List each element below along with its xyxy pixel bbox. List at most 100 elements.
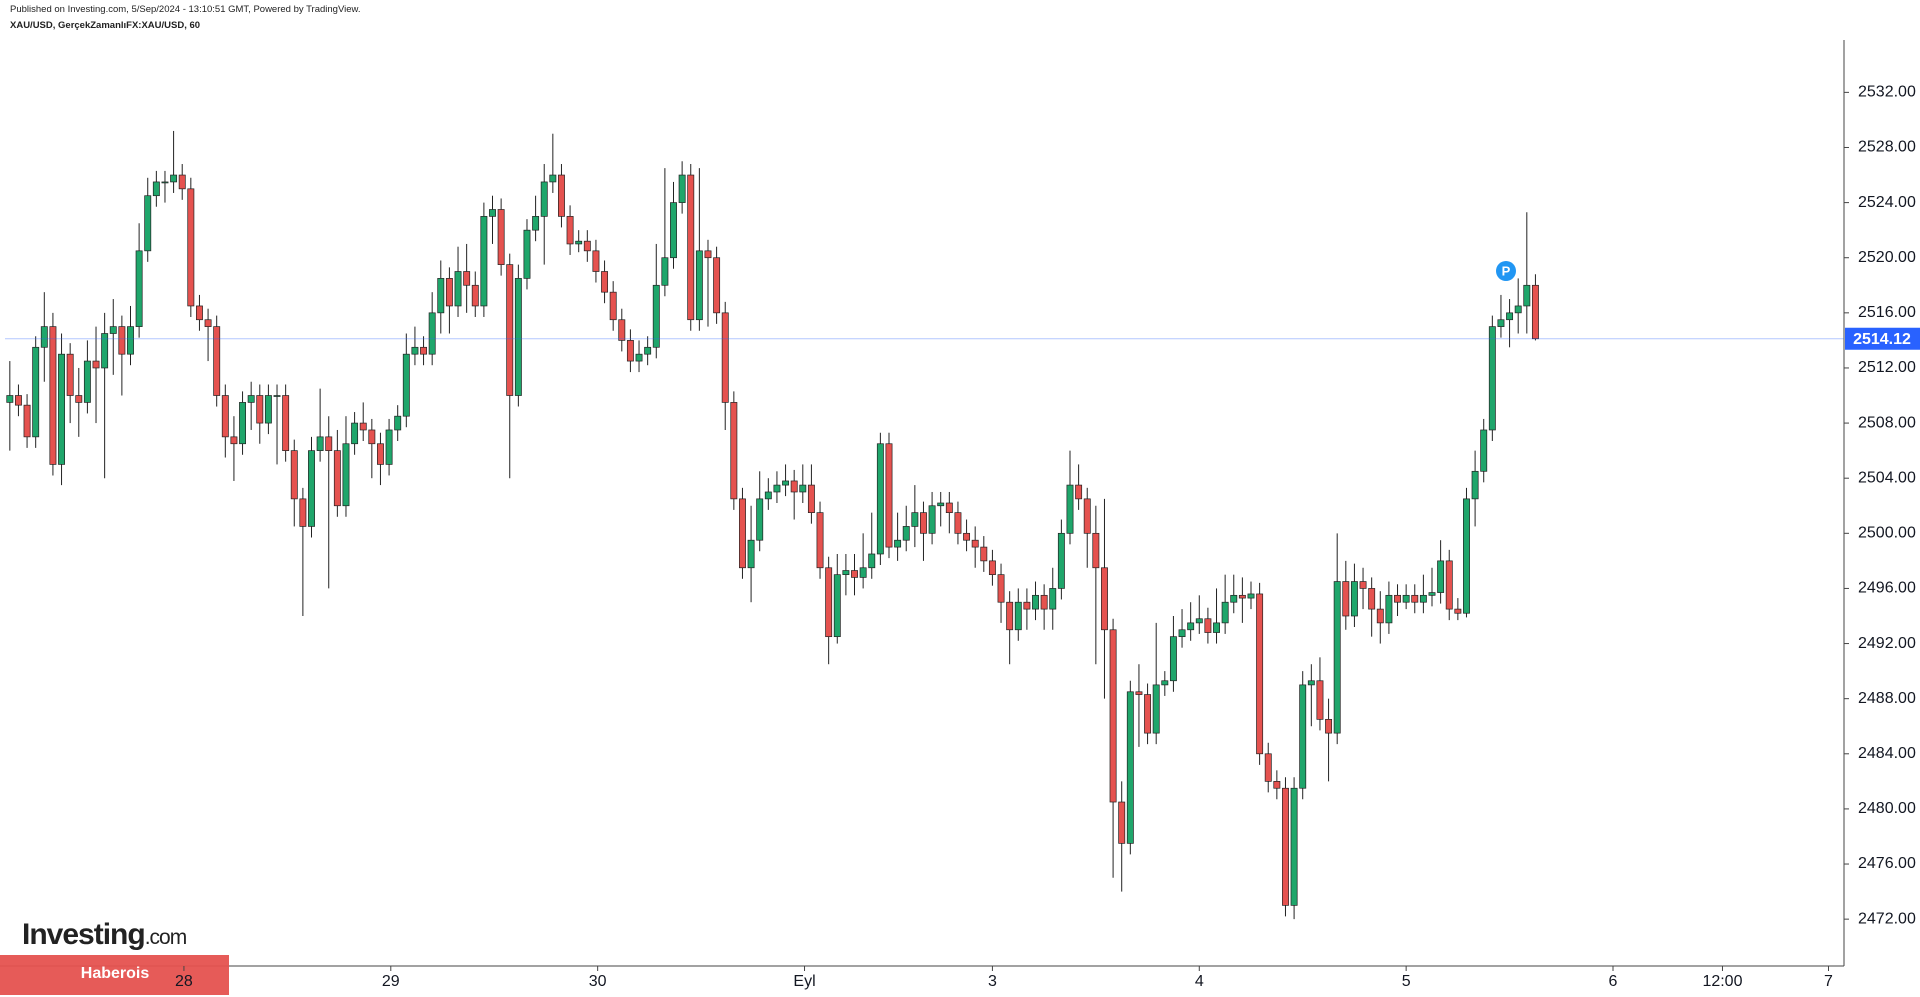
candle-body — [471, 284, 479, 307]
candle-body — [1368, 588, 1376, 610]
candle-body — [1126, 691, 1134, 844]
candle-body — [954, 512, 962, 534]
candle-body — [747, 539, 755, 569]
candle-body — [1169, 636, 1177, 682]
candle-body — [1256, 593, 1264, 755]
candle-body — [644, 346, 652, 355]
y-tick-label: 2508.00 — [1858, 414, 1916, 431]
candle-body — [1394, 594, 1401, 603]
candle-body — [833, 574, 841, 638]
candle-body — [23, 404, 31, 438]
candle-body — [1161, 680, 1169, 686]
x-tick-label: 30 — [589, 973, 607, 990]
candle-body — [1144, 694, 1152, 734]
candle-body — [195, 305, 203, 321]
candle-body — [1083, 498, 1091, 534]
candle-body — [1523, 284, 1531, 307]
candle-body — [411, 346, 419, 355]
candle-body — [368, 429, 376, 445]
candle-body — [704, 250, 712, 259]
candle-body — [1428, 592, 1436, 596]
x-tick-label: Eyl — [793, 973, 815, 990]
y-tick-label: 2532.00 — [1858, 84, 1916, 101]
candle-body — [1437, 560, 1445, 593]
candle-body — [1040, 594, 1048, 610]
y-tick-label: 2476.00 — [1858, 855, 1916, 872]
price-label: 2514.12 — [1853, 331, 1911, 348]
candle-body — [359, 422, 367, 431]
candle-body — [756, 498, 764, 541]
candle-body — [1273, 781, 1281, 789]
candle-body — [1471, 470, 1479, 500]
candle-body — [558, 174, 565, 217]
candle-body — [1376, 608, 1384, 624]
candle-body — [1247, 593, 1255, 599]
candle-body — [83, 360, 91, 403]
candle-body — [144, 195, 152, 252]
candle-body — [273, 395, 281, 397]
candle-body — [868, 553, 876, 569]
x-tick-label: 6 — [1609, 973, 1618, 990]
candle-body — [58, 353, 65, 465]
candle-body — [1299, 684, 1307, 789]
candle-body — [109, 326, 117, 334]
candle-body — [626, 340, 634, 362]
x-tick-label: 7 — [1824, 973, 1833, 990]
candle-body — [1531, 284, 1539, 340]
candle-body — [790, 480, 798, 493]
y-tick-label: 2492.00 — [1858, 635, 1916, 652]
candle-body — [1092, 532, 1100, 569]
candle-body — [221, 395, 229, 438]
y-tick-label: 2472.00 — [1858, 910, 1916, 927]
candle-body — [1178, 629, 1186, 638]
candle-body — [1238, 594, 1246, 599]
marker-label: P — [1502, 263, 1511, 278]
candle-body — [652, 284, 660, 348]
candle-body — [187, 188, 195, 307]
candle-body — [49, 326, 57, 465]
price-label-box — [1845, 327, 1920, 350]
candle-body — [549, 174, 557, 183]
candle-body — [807, 484, 815, 513]
candle-body — [1445, 560, 1453, 610]
x-tick-label: 28 — [175, 973, 193, 990]
candle-body — [902, 526, 910, 541]
logo: Investing.com — [22, 918, 187, 951]
candle-body — [1187, 622, 1195, 631]
candle-body — [1118, 801, 1126, 844]
candle-body — [178, 174, 186, 190]
candle-body — [1023, 601, 1031, 610]
candle-body — [1213, 622, 1220, 633]
candle-body — [463, 271, 471, 286]
y-tick-label: 2524.00 — [1858, 194, 1916, 211]
candle-body — [1006, 601, 1014, 631]
plot-area — [6, 130, 1539, 920]
logo-suffix: .com — [145, 926, 187, 949]
candle-body — [997, 574, 1005, 603]
candle-body — [592, 250, 600, 272]
candle-body — [6, 395, 14, 403]
candle-body — [316, 436, 324, 451]
candle-body — [885, 443, 893, 548]
candle-body — [635, 353, 643, 362]
candle-body — [1307, 680, 1315, 686]
candle-body — [1264, 753, 1272, 782]
candle-body — [127, 326, 134, 355]
candle-body — [445, 278, 453, 307]
y-tick-label: 2488.00 — [1858, 690, 1916, 707]
candle-body — [730, 402, 738, 500]
candle-body — [678, 174, 686, 203]
candle-body — [118, 326, 126, 355]
candle-body — [1385, 594, 1393, 624]
candle-body — [1049, 588, 1057, 610]
candle-body — [489, 209, 496, 217]
y-tick-label: 2500.00 — [1858, 525, 1916, 542]
candle-body — [670, 202, 677, 259]
x-tick-label: 29 — [382, 973, 400, 990]
candle-body — [1506, 312, 1514, 321]
candle-body — [911, 512, 919, 527]
candle-body — [1282, 787, 1289, 906]
x-tick-label: 3 — [988, 973, 997, 990]
candle-body — [583, 240, 591, 252]
candle-body — [1514, 305, 1522, 314]
